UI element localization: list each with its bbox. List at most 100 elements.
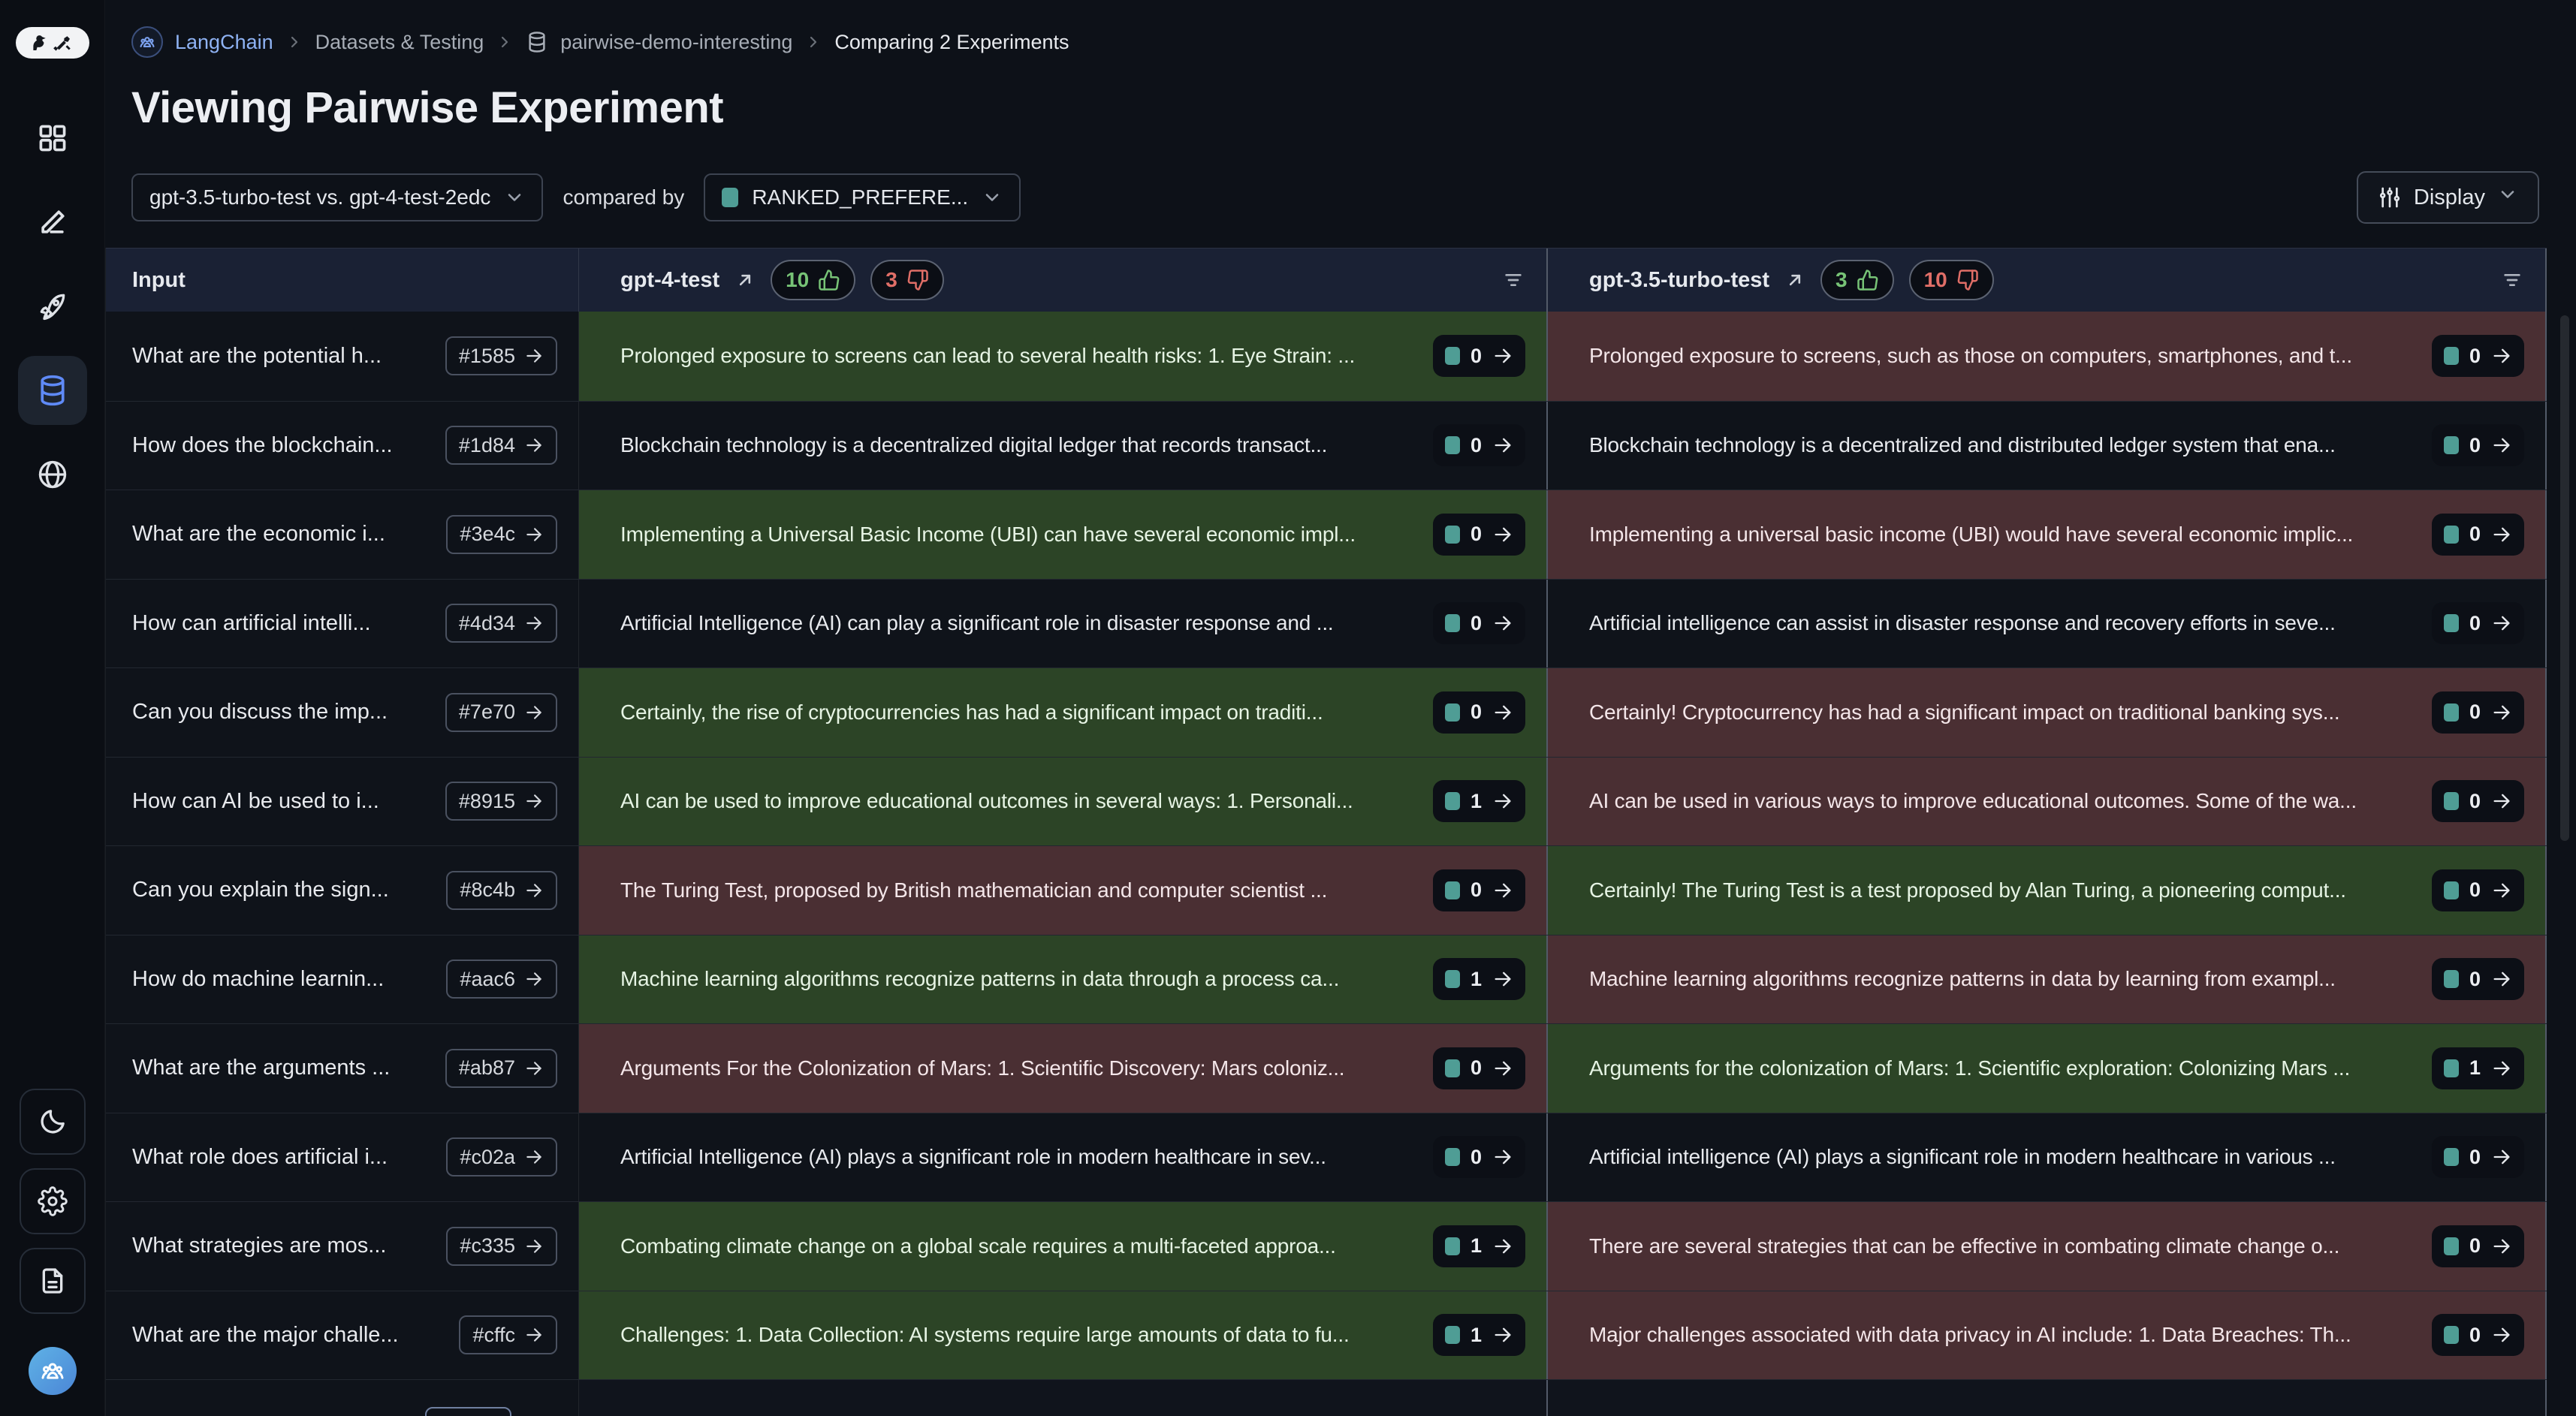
feedback-count-badge[interactable]: 0 [2431,691,2524,734]
output-cell-right[interactable]: Prolonged exposure to screens, such as t… [1548,312,2547,401]
feedback-count-badge[interactable]: 0 [2431,424,2524,467]
output-cell-left[interactable]: Prolonged exposure to screens can lead t… [579,312,1548,401]
output-cell-left[interactable]: Challenges: 1. Data Collection: AI syste… [579,1291,1548,1379]
output-cell-right[interactable]: Certainly! Cryptocurrency has had a sign… [1548,668,2547,757]
example-link[interactable]: #3e4c [446,514,557,554]
vertical-scrollbar[interactable] [2547,248,2576,1416]
input-cell[interactable]: How does the blockchain... #1d84 [106,401,579,490]
output-cell-left[interactable]: Certainly, the rise of cryptocurrencies … [579,668,1548,757]
feedback-count-badge[interactable]: 0 [1432,424,1525,467]
output-cell-left[interactable]: Machine learning algorithms recognize pa… [579,935,1548,1023]
feedback-count-badge[interactable]: 1 [1432,1314,1525,1357]
feedback-count-badge[interactable]: 0 [1432,513,1525,556]
input-cell[interactable]: How do machine learnin... #aac6 [106,935,579,1023]
feedback-count-badge[interactable]: 0 [2431,958,2524,1001]
open-experiment-icon[interactable] [1784,270,1805,291]
example-link[interactable]: #c335 [446,1226,557,1266]
example-link[interactable]: #cffc [459,1315,557,1355]
feedback-count-badge[interactable]: 1 [2431,1047,2524,1089]
output-cell-left[interactable]: The Turing Test, proposed by British mat… [579,846,1548,935]
output-cell-left[interactable]: Artificial Intelligence (AI) can play a … [579,579,1548,667]
input-cell[interactable]: What role does artificial i... #c02a [106,1113,579,1201]
thumbs-down-count-badge[interactable]: 3 [870,260,944,300]
input-cell[interactable]: What are the economic i... #3e4c [106,490,579,579]
feedback-count-badge[interactable]: 1 [1432,958,1525,1001]
example-link[interactable]: #1d84 [445,426,557,465]
feedback-count-badge[interactable]: 1 [1432,780,1525,823]
open-experiment-icon[interactable] [734,270,756,291]
display-button[interactable]: Display [2356,171,2539,224]
example-link[interactable]: #c02a [446,1137,557,1177]
breadcrumb-section[interactable]: Datasets & Testing [315,30,484,53]
example-link[interactable]: #ab87 [445,1048,557,1088]
output-cell-left[interactable]: Arguments For the Colonization of Mars: … [579,1024,1548,1113]
output-cell-right[interactable]: Arguments for the colonization of Mars: … [1548,1024,2547,1113]
input-cell[interactable]: What are the potential h... #1585 [106,312,579,401]
feedback-count-badge[interactable]: 0 [2431,1225,2524,1267]
sidebar-item-hub[interactable] [18,440,87,509]
output-cell-right[interactable]: Machine learning algorithms recognize pa… [1548,935,2547,1023]
feedback-count-badge[interactable]: 0 [2431,335,2524,378]
langsmith-logo[interactable] [15,27,89,59]
output-cell-right[interactable] [1548,1380,2547,1416]
example-link[interactable]: #aac6 [446,960,557,999]
output-cell-left[interactable]: Blockchain technology is a decentralized… [579,401,1548,490]
output-cell-left[interactable]: AI can be used to improve educational ou… [579,757,1548,845]
output-cell-left[interactable]: Implementing a Universal Basic Income (U… [579,490,1548,579]
feedback-count-badge[interactable]: 0 [1432,602,1525,645]
example-link[interactable]: #4d34 [445,604,557,643]
input-cell[interactable]: What are the major challe... #cffc [106,1291,579,1379]
input-cell[interactable]: Can you explain the sign... #8c4b [106,846,579,935]
user-avatar[interactable] [28,1347,77,1395]
feedback-count-badge[interactable]: 0 [2431,513,2524,556]
experiment-name[interactable]: gpt-3.5-turbo-test [1589,267,1770,292]
docs-button[interactable] [19,1248,86,1314]
feedback-key-select[interactable]: RANKED_PREFERE... [704,173,1021,221]
thumbs-down-count-badge[interactable]: 10 [1908,260,1994,300]
output-cell-left[interactable]: Artificial Intelligence (AI) plays a sig… [579,1113,1548,1201]
output-cell-right[interactable]: Major challenges associated with data pr… [1548,1291,2547,1379]
example-link[interactable]: #7e70 [445,692,557,732]
feedback-count-badge[interactable]: 1 [1432,1225,1525,1267]
filter-icon[interactable] [2500,268,2524,292]
feedback-count-badge[interactable]: 0 [1432,869,1525,911]
input-cell[interactable]: What are the arguments ... #ab87 [106,1024,579,1113]
example-link[interactable]: #8915 [445,782,557,821]
feedback-count-badge[interactable]: 0 [1432,1047,1525,1089]
breadcrumb-org[interactable]: LangChain [175,30,273,53]
output-cell-right[interactable]: Artificial intelligence can assist in di… [1548,579,2547,667]
input-cell[interactable]: How can AI be used to i... #8915 [106,757,579,845]
example-link[interactable]: #1585 [445,336,557,376]
feedback-count-badge[interactable]: 0 [1432,691,1525,734]
output-cell-right[interactable]: Artificial intelligence (AI) plays a sig… [1548,1113,2547,1201]
feedback-count-badge[interactable]: 0 [1432,1136,1525,1179]
feedback-count-badge[interactable]: 0 [2431,602,2524,645]
input-cell[interactable]: How can artificial intelli... #4d34 [106,579,579,667]
filter-icon[interactable] [1501,268,1525,292]
output-cell-right[interactable]: Implementing a universal basic income (U… [1548,490,2547,579]
dark-mode-toggle[interactable] [19,1089,86,1155]
output-cell-left[interactable] [579,1380,1548,1416]
settings-button[interactable] [19,1168,86,1234]
sidebar-item-annotations[interactable] [18,188,87,257]
scrollbar-thumb[interactable] [2560,315,2569,841]
sidebar-item-datasets[interactable] [17,356,87,425]
experiment-name[interactable]: gpt-4-test [620,267,720,292]
experiment-pair-select[interactable]: gpt-3.5-turbo-test vs. gpt-4-test-2edc [131,173,544,221]
output-cell-right[interactable]: Blockchain technology is a decentralized… [1548,401,2547,490]
feedback-count-badge[interactable]: 0 [2431,1314,2524,1357]
feedback-count-badge[interactable]: 0 [2431,780,2524,823]
thumbs-up-count-badge[interactable]: 3 [1820,260,1894,300]
feedback-count-badge[interactable]: 0 [1432,335,1525,378]
input-cell[interactable] [106,1380,579,1416]
feedback-count-badge[interactable]: 0 [2431,869,2524,911]
example-link[interactable]: #8c4b [446,870,557,910]
feedback-count-badge[interactable]: 0 [2431,1136,2524,1179]
breadcrumb-dataset[interactable]: pairwise-demo-interesting [560,30,793,53]
input-cell[interactable]: Can you discuss the imp... #7e70 [106,668,579,757]
sidebar-item-home[interactable] [18,104,87,173]
input-cell[interactable]: What strategies are mos... #c335 [106,1202,579,1291]
thumbs-up-count-badge[interactable]: 10 [771,260,856,300]
sidebar-item-deployments[interactable] [18,272,87,341]
output-cell-left[interactable]: Combating climate change on a global sca… [579,1202,1548,1291]
